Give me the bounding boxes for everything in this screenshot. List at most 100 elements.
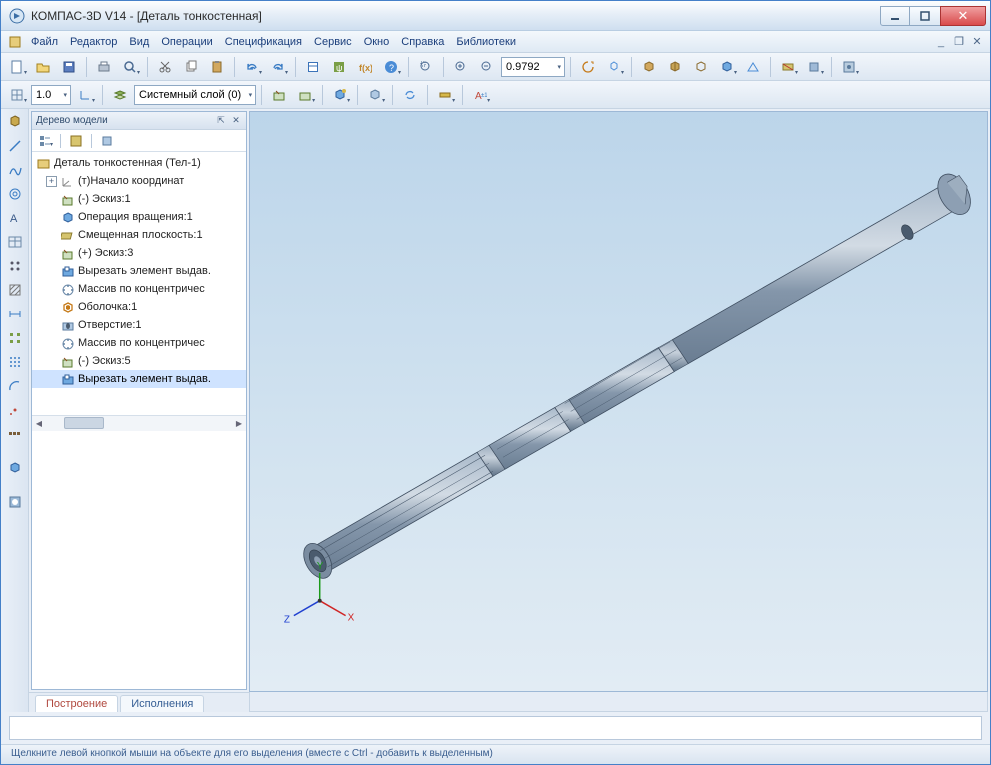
layer-combo[interactable]: Системный слой (0)	[134, 85, 256, 105]
new-doc-button[interactable]	[5, 56, 29, 78]
measure-button[interactable]	[433, 84, 457, 106]
tree-item[interactable]: Массив по концентричес	[32, 334, 246, 352]
tab-executions[interactable]: Исполнения	[120, 695, 204, 712]
print-button[interactable]	[92, 56, 116, 78]
stroke-combo[interactable]: 1.0	[31, 85, 71, 105]
save-button[interactable]	[57, 56, 81, 78]
library-icon[interactable]	[4, 491, 26, 513]
tree-root[interactable]: Деталь тонкостенная (Тел-1)	[32, 154, 246, 172]
tab-build[interactable]: Построение	[35, 695, 118, 712]
menu-libraries[interactable]: Библиотеки	[456, 36, 516, 48]
hatch-icon[interactable]	[4, 279, 26, 301]
zoom-combo[interactable]: 0.9792	[501, 57, 565, 77]
iso1-button[interactable]	[637, 56, 661, 78]
fx-button[interactable]: f(x)	[353, 56, 377, 78]
tree-close-icon[interactable]: ✕	[230, 115, 242, 127]
tree-item[interactable]: Вырезать элемент выдав.	[32, 370, 246, 388]
menu-help[interactable]: Справка	[401, 36, 444, 48]
tree-item[interactable]: (-) Эскиз:1	[32, 190, 246, 208]
tree-item[interactable]: Оболочка:1	[32, 298, 246, 316]
cut-button[interactable]	[153, 56, 177, 78]
shade-button[interactable]	[715, 56, 739, 78]
zoom-in-button[interactable]	[449, 56, 473, 78]
spline-icon[interactable]	[4, 159, 26, 181]
table-icon[interactable]	[4, 231, 26, 253]
mdi-close-icon[interactable]: ✕	[970, 35, 984, 49]
line-icon[interactable]	[4, 135, 26, 157]
tree-filter-icon[interactable]	[97, 132, 117, 150]
tree-header[interactable]: Дерево модели ⇱ ✕	[32, 112, 246, 130]
dims-icon[interactable]	[4, 303, 26, 325]
perspective-button[interactable]	[741, 56, 765, 78]
lcs-button[interactable]	[73, 84, 97, 106]
tree-item[interactable]: Операция вращения:1	[32, 208, 246, 226]
menu-operations[interactable]: Операции	[161, 36, 212, 48]
tree-item[interactable]: Массив по концентричес	[32, 280, 246, 298]
pattern3-icon[interactable]	[4, 351, 26, 373]
preview-button[interactable]	[118, 56, 142, 78]
layers-button[interactable]	[108, 84, 132, 106]
text-button[interactable]: A±1	[468, 84, 492, 106]
iso2-button[interactable]	[663, 56, 687, 78]
offset-icon[interactable]	[4, 183, 26, 205]
open-button[interactable]	[31, 56, 55, 78]
orient-button[interactable]	[602, 56, 626, 78]
tree-item[interactable]: Отверстие:1	[32, 316, 246, 334]
show-all-icon[interactable]	[4, 457, 26, 479]
zoom-out-button[interactable]	[475, 56, 499, 78]
point-icon[interactable]	[4, 399, 26, 421]
mdi-minimize-icon[interactable]: _	[934, 35, 948, 49]
tree-item[interactable]: (-) Эскиз:5	[32, 352, 246, 370]
iso3-button[interactable]	[689, 56, 713, 78]
body-color-button[interactable]	[363, 84, 387, 106]
menu-spec[interactable]: Спецификация	[225, 36, 302, 48]
expand-toggle[interactable]: +	[46, 176, 57, 187]
spec-button[interactable]	[301, 56, 325, 78]
tree-item[interactable]: (+) Эскиз:3	[32, 244, 246, 262]
help-toolbar-button[interactable]: ?	[379, 56, 403, 78]
pattern2-icon[interactable]	[4, 327, 26, 349]
rotate-button[interactable]	[576, 56, 600, 78]
refresh-button[interactable]	[398, 84, 422, 106]
simplify-button[interactable]	[802, 56, 826, 78]
grid-button[interactable]	[5, 84, 29, 106]
tree-body[interactable]: Деталь тонкостенная (Тел-1)+(т)Начало ко…	[32, 152, 246, 415]
textA-icon[interactable]: A	[4, 207, 26, 229]
command-input[interactable]	[9, 716, 982, 740]
tree-mode-icon[interactable]	[35, 132, 55, 150]
display-style-button[interactable]	[328, 84, 352, 106]
vars-button[interactable]: ψ	[327, 56, 351, 78]
tree-pin-icon[interactable]: ⇱	[215, 115, 227, 127]
paste-button[interactable]	[205, 56, 229, 78]
arc-icon[interactable]	[4, 375, 26, 397]
tree-item[interactable]: Вырезать элемент выдав.	[32, 262, 246, 280]
tree-item[interactable]: Смещенная плоскость:1	[32, 226, 246, 244]
tree-hscroll[interactable]: ◀ ▶	[32, 415, 246, 431]
titlebar[interactable]: КОМПАС-3D V14 - [Деталь тонкостенная] ✕	[1, 1, 990, 31]
document-icon	[7, 34, 23, 50]
menu-file[interactable]: Файл	[31, 36, 58, 48]
menu-window[interactable]: Окно	[364, 36, 390, 48]
mdi-restore-icon[interactable]: ❐	[952, 35, 966, 49]
menu-service[interactable]: Сервис	[314, 36, 352, 48]
tree-item[interactable]: +(т)Начало координат	[32, 172, 246, 190]
tree-expand-icon[interactable]	[66, 132, 86, 150]
zoom-window-button[interactable]	[414, 56, 438, 78]
redo-button[interactable]	[266, 56, 290, 78]
menu-view[interactable]: Вид	[129, 36, 149, 48]
undo-button[interactable]	[240, 56, 264, 78]
maximize-button[interactable]	[910, 6, 940, 26]
rebuild-button[interactable]	[837, 56, 861, 78]
sketch-drop-button[interactable]	[293, 84, 317, 106]
pattern4-icon[interactable]	[4, 423, 26, 445]
close-button[interactable]: ✕	[940, 6, 986, 26]
copy-button[interactable]	[179, 56, 203, 78]
sketch-button[interactable]	[267, 84, 291, 106]
menu-editor[interactable]: Редактор	[70, 36, 117, 48]
pattern1-icon[interactable]	[4, 255, 26, 277]
minimize-button[interactable]	[880, 6, 910, 26]
extrude-icon[interactable]	[4, 111, 26, 133]
window-controls: ✕	[880, 6, 986, 26]
section-button[interactable]	[776, 56, 800, 78]
viewport-3d[interactable]: X Y Z	[249, 111, 988, 692]
